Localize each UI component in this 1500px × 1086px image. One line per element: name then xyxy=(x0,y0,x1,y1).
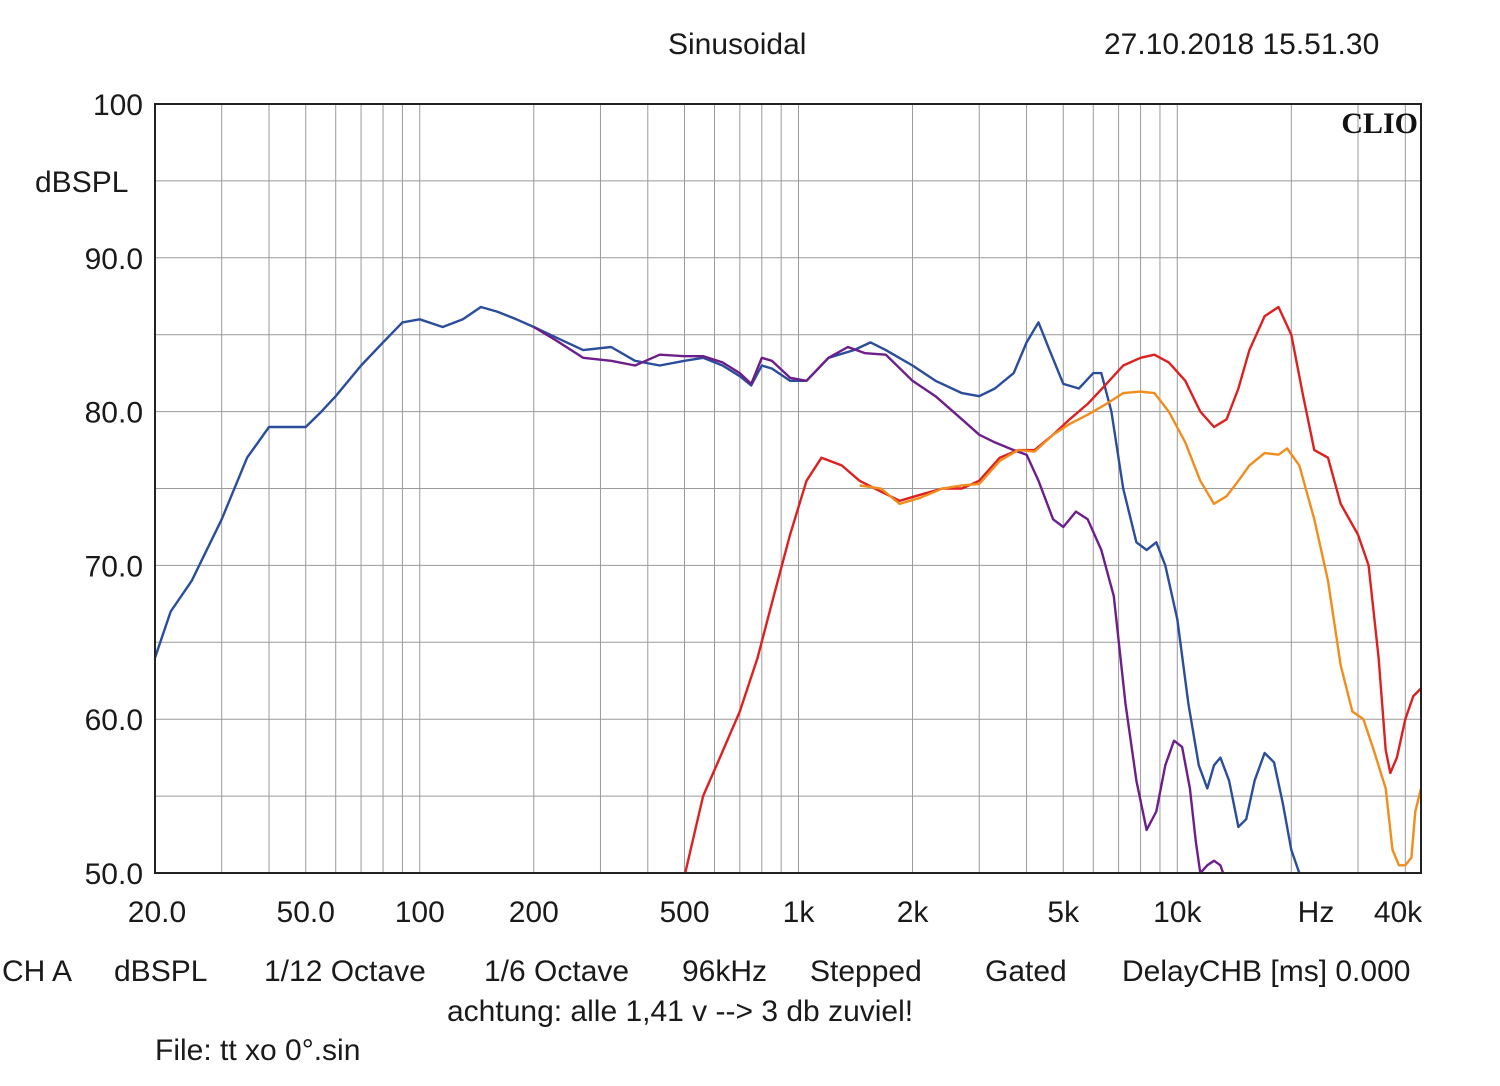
y-tick-label: 100 xyxy=(93,89,143,122)
x-unit-label: Hz xyxy=(1298,896,1335,929)
series-line-2 xyxy=(533,325,1225,873)
plot-frame xyxy=(154,103,1422,874)
y-tick-label: 70.0 xyxy=(85,550,143,583)
x-tick-label: 10k xyxy=(1153,896,1202,929)
series-line-3 xyxy=(683,305,1421,873)
x-tick-label: 500 xyxy=(659,896,709,929)
y-tick-label: 90.0 xyxy=(85,243,143,276)
timestamp: 27.10.2018 15.51.30 xyxy=(1104,28,1380,61)
x-tick-label: 1k xyxy=(783,896,816,929)
chart-grid xyxy=(155,104,1421,873)
x-tick-label: 200 xyxy=(509,896,559,929)
chart-series xyxy=(155,305,1421,873)
brand-logo: CLIO xyxy=(1341,107,1418,140)
x-tick-label: 40k xyxy=(1374,896,1423,929)
y-tick-labels: 100 90.0 80.0 70.0 60.0 50.0 xyxy=(85,89,143,891)
footer-note: achtung: alle 1,41 v --> 3 db zuviel! xyxy=(447,995,914,1028)
footer-file: File: tt xo 0°.sin xyxy=(155,1034,361,1067)
footer-delay: DelayCHB [ms] 0.000 xyxy=(1122,955,1411,988)
x-tick-label: 5k xyxy=(1047,896,1080,929)
x-tick-label: 2k xyxy=(897,896,930,929)
series-line-1 xyxy=(155,305,1301,873)
footer-channel: CH A xyxy=(2,955,73,988)
footer-resolution: 1/12 Octave xyxy=(264,955,426,988)
x-tick-label: 50.0 xyxy=(277,896,335,929)
y-unit-label: dBSPL xyxy=(35,166,128,199)
footer-mode: Stepped xyxy=(810,955,922,988)
x-tick-label: 20.0 xyxy=(128,896,186,929)
y-tick-label: 80.0 xyxy=(85,397,143,430)
y-tick-label: 60.0 xyxy=(85,704,143,737)
footer-smoothing: 1/6 Octave xyxy=(484,955,630,988)
footer-unit: dBSPL xyxy=(114,955,208,988)
footer-gating: Gated xyxy=(985,955,1067,988)
x-tick-labels: 20.0 50.0 100 200 500 1k 2k 5k 10k 40k xyxy=(128,896,1423,929)
measurement-mode: Sinusoidal xyxy=(668,28,807,61)
series-line-4 xyxy=(859,390,1421,867)
y-tick-label: 50.0 xyxy=(85,858,143,891)
footer-sample-rate: 96kHz xyxy=(682,955,768,988)
x-tick-label: 100 xyxy=(395,896,445,929)
